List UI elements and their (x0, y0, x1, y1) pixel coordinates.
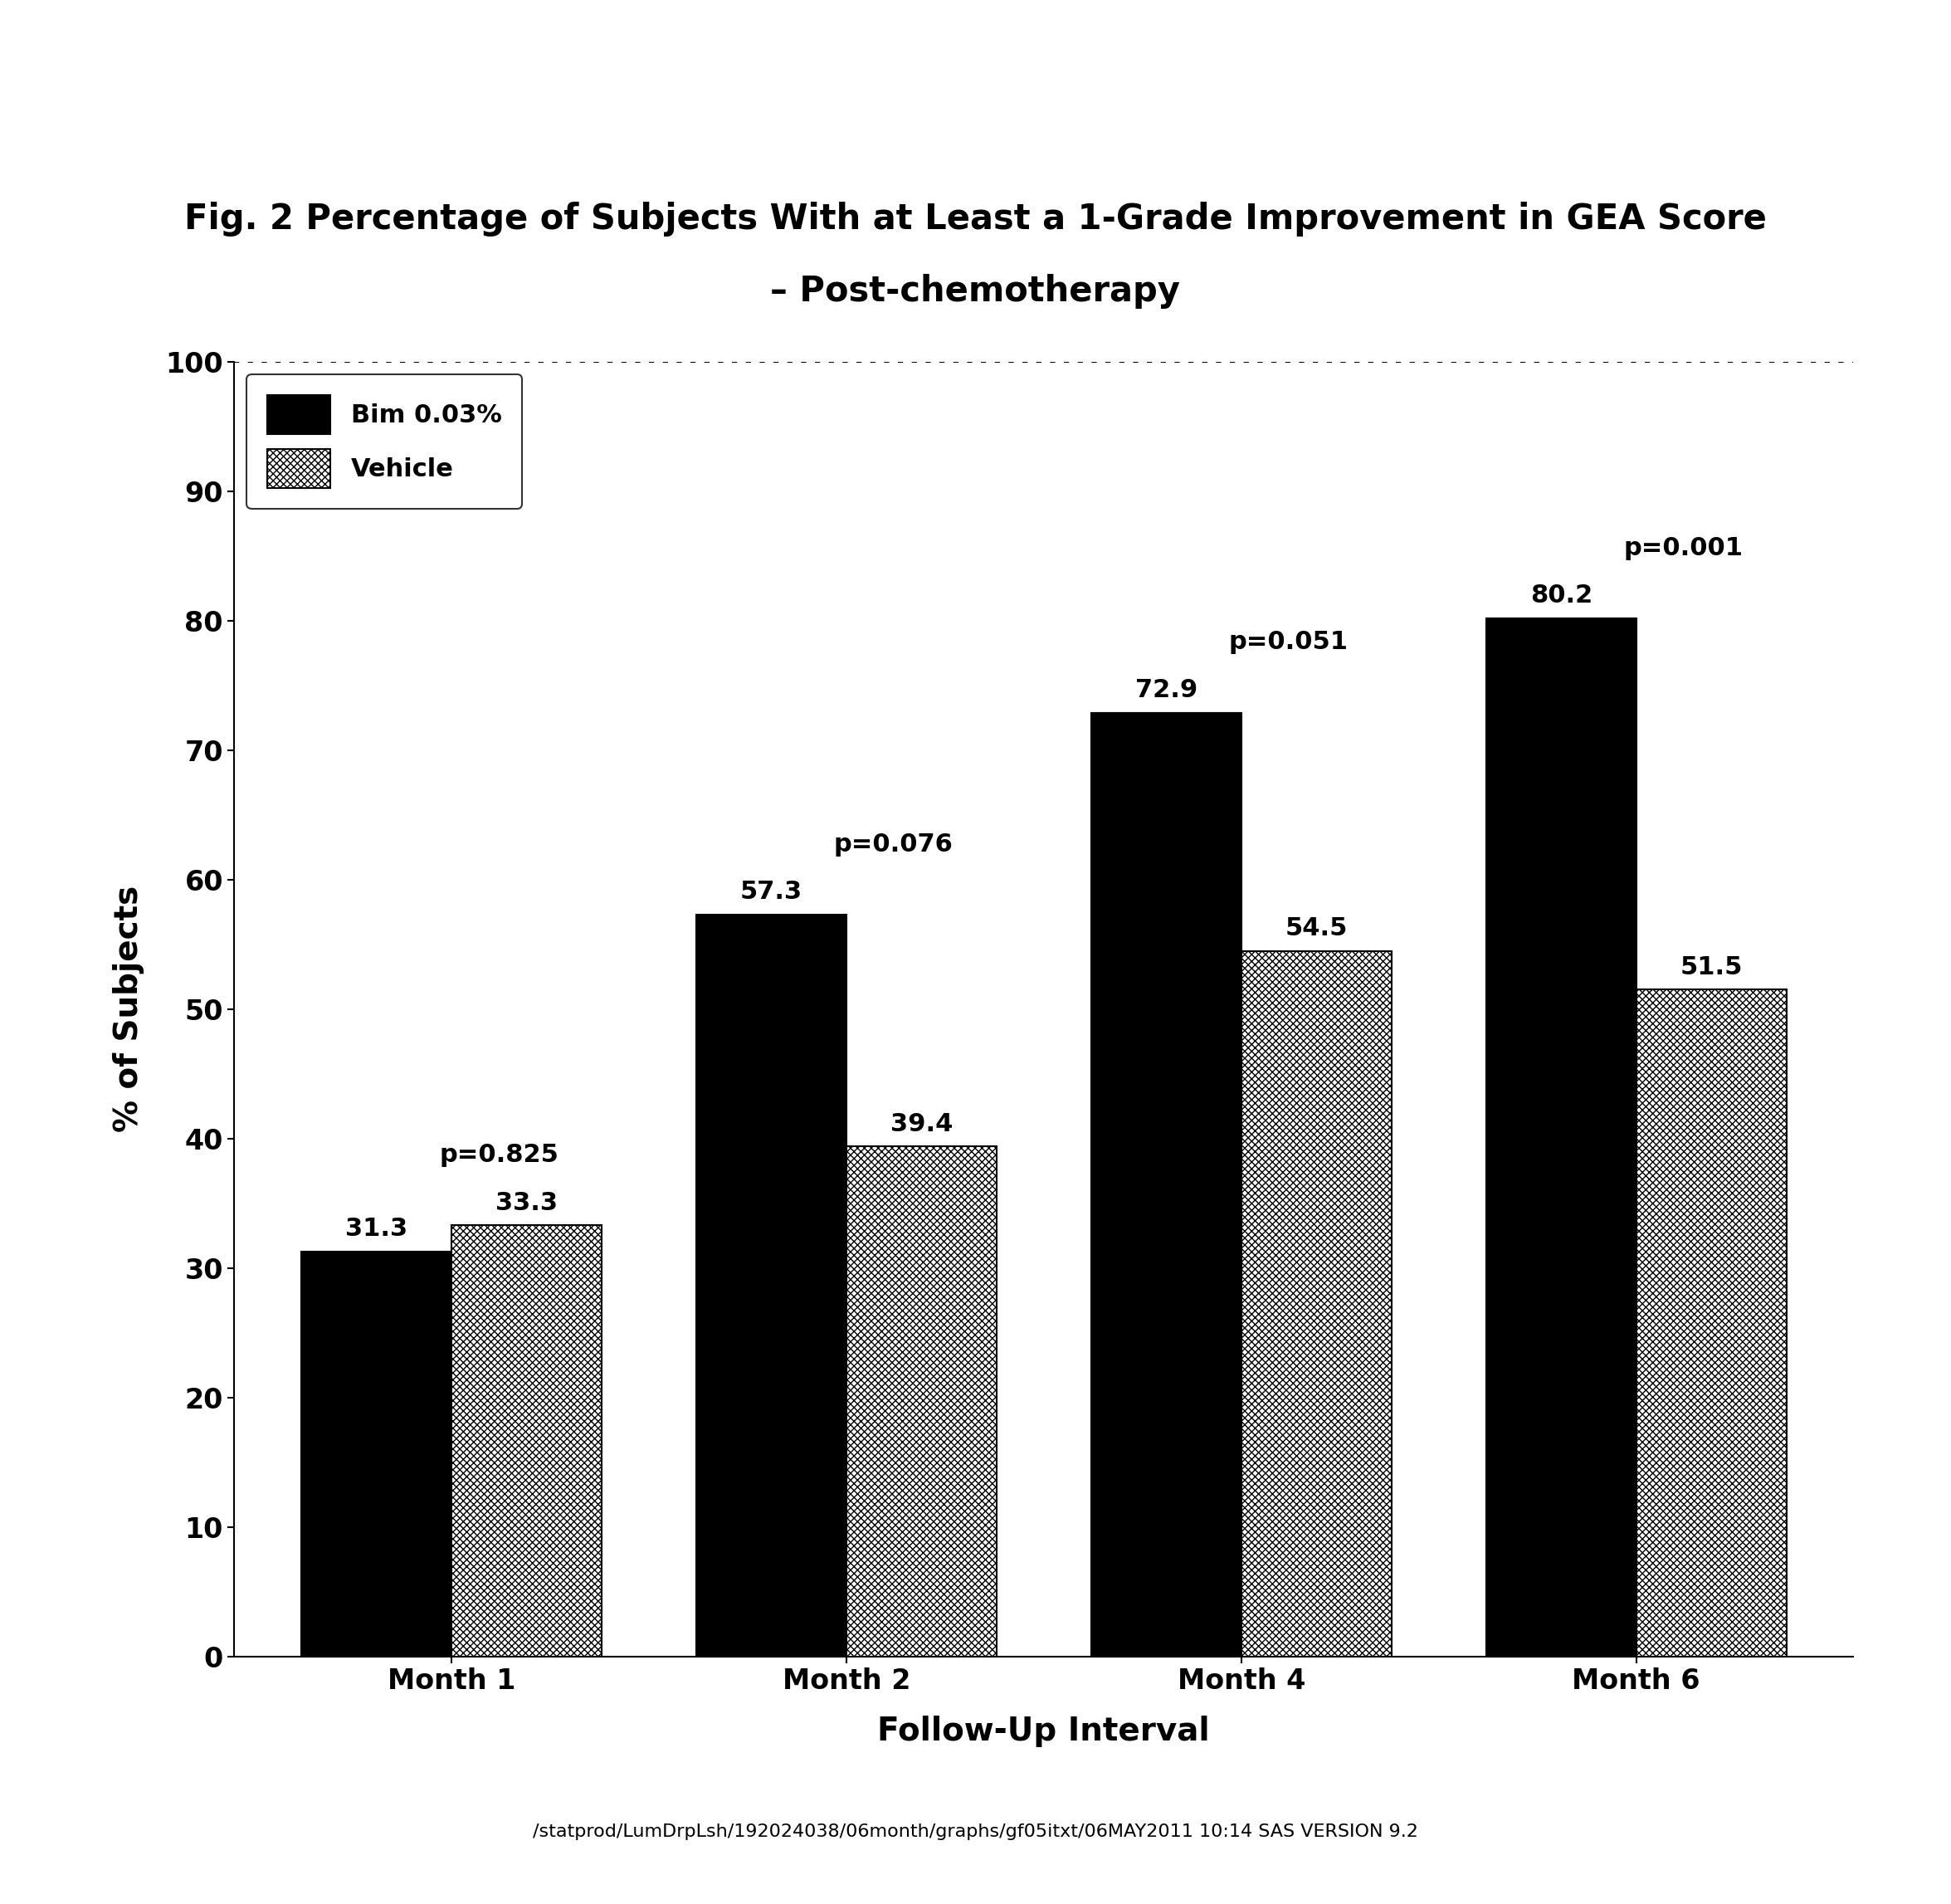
Text: 31.3: 31.3 (345, 1217, 408, 1241)
Text: 57.3: 57.3 (739, 880, 802, 904)
Text: – Post-chemotherapy: – Post-chemotherapy (771, 274, 1180, 308)
Text: 51.5: 51.5 (1680, 956, 1742, 979)
Y-axis label: % of Subjects: % of Subjects (113, 885, 144, 1133)
Text: 33.3: 33.3 (496, 1190, 558, 1215)
Bar (847, 1146, 997, 1656)
Bar (300, 1251, 451, 1656)
Legend: Bim 0.03%, Vehicle: Bim 0.03%, Vehicle (246, 375, 523, 508)
Text: p=0.076: p=0.076 (833, 832, 954, 857)
Text: Fig. 2 Percentage of Subjects With at Least a 1-Grade Improvement in GEA Score: Fig. 2 Percentage of Subjects With at Le… (183, 202, 1768, 236)
Text: p=0.051: p=0.051 (1229, 630, 1348, 655)
Bar (451, 1226, 601, 1656)
Bar (697, 914, 847, 1656)
Text: 54.5: 54.5 (1286, 916, 1348, 941)
Bar (1091, 712, 1241, 1656)
Text: p=0.825: p=0.825 (439, 1142, 558, 1167)
Text: p=0.001: p=0.001 (1623, 535, 1744, 560)
X-axis label: Follow-Up Interval: Follow-Up Interval (878, 1716, 1210, 1748)
Bar (1637, 990, 1787, 1656)
Bar (1487, 619, 1637, 1656)
Text: 39.4: 39.4 (890, 1112, 952, 1137)
Text: 72.9: 72.9 (1135, 678, 1198, 703)
Bar (1241, 950, 1391, 1656)
Text: /statprod/LumDrpLsh/192024038/06month/graphs/gf05itxt/06MAY2011 10:14 SAS VERSIO: /statprod/LumDrpLsh/192024038/06month/gr… (533, 1824, 1418, 1839)
Text: 80.2: 80.2 (1530, 585, 1592, 607)
